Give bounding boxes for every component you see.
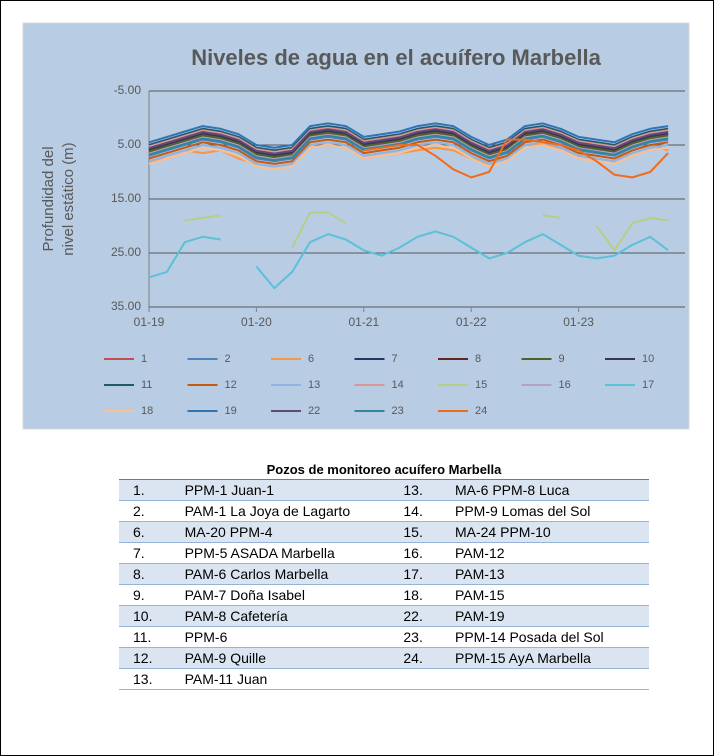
wells-table: Pozos de monitoreo acuífero Marbella 1. P…: [119, 459, 649, 690]
well-name: MA-24 PPM-10: [454, 524, 551, 540]
table-row: 11. PPM-6 23. PPM-14 Posada del Sol: [119, 627, 649, 648]
well-number: 16.: [403, 545, 423, 561]
table-row: 9. PAM-7 Doña Isabel 18. PAM-15: [119, 585, 649, 606]
well-number: 24.: [403, 650, 423, 666]
table-row: 10. PAM-8 Cafetería 22. PAM-19: [119, 605, 649, 627]
well-name: PPM-1 Juan-1: [184, 482, 275, 498]
well-number: 12.: [133, 650, 153, 666]
chart-title: Niveles de agua en el acuífero Marbella: [191, 45, 601, 70]
well-name: PAM-15: [454, 587, 505, 603]
legend-label: 14: [392, 379, 404, 391]
series-line: [148, 129, 669, 156]
series-line: [148, 131, 669, 158]
well-number: 23.: [403, 629, 423, 645]
y-tick-label: -5.00: [114, 83, 142, 97]
well-name: PAM-19: [454, 608, 505, 624]
table-row: 8. PAM-6 Carlos Marbella 17. PAM-13: [119, 563, 649, 585]
x-tick-label: 01-23: [563, 315, 594, 329]
table-row: 12. PAM-9 Quille 24. PPM-15 AyA Marbella: [119, 647, 649, 669]
well-name: PAM-13: [454, 566, 505, 582]
well-name: PAM-1 La Joya de Lagarto: [184, 503, 351, 519]
well-number: 11.: [133, 629, 152, 645]
table-title: Pozos de monitoreo acuífero Marbella: [119, 459, 649, 480]
series-line: [148, 126, 669, 153]
well-number: 10.: [133, 608, 153, 624]
series-line: [148, 122, 669, 149]
well-name: PPM-9 Lomas del Sol: [454, 503, 591, 519]
legend-label: 16: [559, 379, 571, 391]
y-axis-label: Profundidad del: [40, 146, 57, 251]
legend-label: 1: [141, 353, 147, 365]
legend-label: 6: [308, 353, 314, 365]
well-name: PPM-5 ASADA Marbella: [184, 545, 335, 561]
legend-label: 19: [225, 405, 237, 417]
well-number: 9.: [133, 587, 145, 603]
well-number: 22.: [403, 608, 423, 624]
well-number: 8.: [133, 566, 145, 582]
legend-label: 7: [392, 353, 398, 365]
well-name: PPM-15 AyA Marbella: [454, 650, 591, 666]
well-number: 2.: [133, 503, 145, 519]
well-name: PPM-6: [184, 629, 228, 645]
series-line: [148, 130, 669, 157]
series-line: [148, 128, 669, 155]
well-name: PAM-12: [454, 545, 505, 561]
series-line: [148, 135, 669, 163]
x-tick-label: 01-22: [456, 315, 487, 329]
well-number: 13.: [133, 671, 153, 687]
series-line: [184, 211, 669, 252]
y-tick-label: 25.00: [111, 245, 141, 259]
table-row: 7. PPM-5 ASADA Marbella 16. PAM-12: [119, 543, 649, 564]
series-line: [148, 133, 669, 160]
series-line: [148, 125, 669, 152]
chart: Niveles de agua en el acuífero Marbella …: [22, 22, 690, 430]
table-row: 2. PAM-1 La Joya de Lagarto 14. PPM-9 Lomas…: [119, 501, 649, 522]
series-line: [148, 144, 669, 171]
well-name: PAM-8 Cafetería: [184, 608, 288, 624]
well-number: 14.: [403, 503, 423, 519]
legend-label: 8: [475, 353, 481, 365]
table-row: 6. MA-20 PPM-4 15. MA-24 PPM-10: [119, 521, 649, 543]
well-name: PAM-9 Quille: [184, 650, 267, 666]
legend-label: 24: [475, 405, 487, 417]
table-row: 1. PPM-1 Juan-1 13. MA-6 PPM-8 Luca: [119, 479, 649, 501]
legend-label: 11: [141, 379, 152, 391]
x-tick-label: 01-19: [134, 315, 165, 329]
y-tick-label: 5.00: [118, 137, 142, 151]
x-tick-label: 01-20: [241, 315, 272, 329]
series-line: [148, 141, 669, 168]
series-line: [148, 134, 669, 162]
well-name: PAM-6 Carlos Marbella: [184, 566, 329, 582]
well-number: 15.: [403, 524, 423, 540]
legend-label: 17: [642, 379, 654, 391]
table-row: 13. PAM-11 Juan: [119, 669, 649, 690]
legend-label: 23: [392, 405, 404, 417]
well-name: PAM-7 Doña Isabel: [184, 587, 305, 603]
series-line: [148, 230, 669, 290]
well-number: 13.: [403, 482, 423, 498]
x-tick-label: 01-21: [348, 315, 379, 329]
y-tick-label: 35.00: [111, 299, 141, 313]
legend-label: 12: [225, 379, 237, 391]
well-number: 17.: [403, 566, 423, 582]
legend-label: 9: [559, 353, 565, 365]
well-name: MA-20 PPM-4: [184, 524, 273, 540]
y-axis-label: nivel estático (m): [60, 142, 77, 255]
legend-label: 2: [225, 353, 231, 365]
well-number: 18.: [403, 587, 423, 603]
legend-label: 10: [642, 353, 654, 365]
legend-label: 18: [141, 405, 153, 417]
well-name: PAM-11 Juan: [184, 671, 268, 687]
well-name: PPM-14 Posada del Sol: [454, 629, 604, 645]
legend-label: 22: [308, 405, 320, 417]
y-tick-label: 15.00: [111, 191, 141, 205]
well-number: 7.: [133, 545, 145, 561]
series-line: [363, 138, 669, 179]
legend-label: 13: [308, 379, 320, 391]
well-name: MA-6 PPM-8 Luca: [454, 482, 570, 498]
legend-label: 15: [475, 379, 487, 391]
well-number: 6.: [133, 524, 145, 540]
well-number: 1.: [133, 482, 145, 498]
